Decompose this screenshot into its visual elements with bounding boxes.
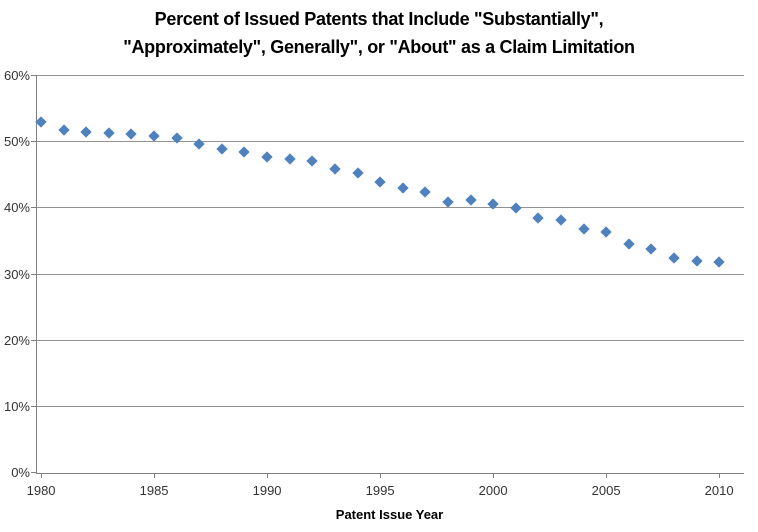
data-point — [577, 223, 590, 235]
data-point — [261, 151, 273, 163]
y-tick-label: 60% — [3, 68, 30, 83]
x-tick-mark — [154, 473, 156, 478]
data-point — [419, 186, 431, 199]
y-tick-label: 20% — [3, 332, 30, 348]
data-point — [80, 126, 92, 138]
y-tick-mark — [31, 75, 37, 76]
data-point — [351, 166, 364, 179]
chart-title-line2: "Approximately", Generally", or "About" … — [123, 37, 635, 57]
data-point — [238, 146, 251, 158]
gridline — [37, 207, 744, 209]
y-tick-label: 40% — [3, 200, 30, 216]
gridline — [37, 405, 744, 407]
gridline — [37, 75, 744, 76]
y-tick-mark — [31, 405, 37, 407]
x-tick-mark — [380, 473, 382, 478]
plot-area: 0% 10% 20% 30% 40% 50% 60% 1980 1985 1990 1995 2000… — [4, 68, 744, 498]
x-tick-label: 2000 — [478, 483, 508, 498]
data-point — [57, 123, 70, 136]
x-axis-title: Patent Issue Year — [335, 507, 444, 522]
data-point — [510, 202, 522, 214]
y-tick-mark — [31, 339, 37, 341]
gridline — [37, 339, 744, 341]
data-point — [397, 182, 409, 195]
data-point — [645, 243, 657, 255]
y-tick-mark — [31, 141, 37, 143]
x-tick-mark — [493, 473, 495, 478]
gridline — [37, 141, 744, 143]
data-point — [600, 226, 612, 238]
y-tick-mark — [31, 472, 37, 473]
data-point — [690, 255, 703, 267]
y-tick-mark — [31, 273, 37, 275]
gridline — [37, 273, 744, 275]
x-tick-label: 2005 — [591, 483, 621, 498]
data-point — [532, 212, 544, 224]
data-point — [668, 252, 680, 264]
x-tick-label: 2010 — [704, 483, 734, 498]
data-point — [284, 153, 296, 165]
x-tick-label: 1995 — [365, 483, 395, 498]
y-tick-label: 0% — [11, 465, 30, 480]
x-tick-mark — [267, 473, 269, 478]
data-point — [35, 116, 47, 128]
data-point — [216, 143, 228, 156]
x-tick-mark — [606, 473, 608, 478]
data-point — [442, 196, 454, 208]
x-tick-mark — [41, 473, 43, 478]
data-point — [374, 176, 386, 188]
y-tick-label: 30% — [3, 266, 30, 282]
data-point — [555, 214, 567, 226]
x-tick-label: 1990 — [252, 483, 282, 498]
chart-title-line1: Percent of Issued Patents that Include "… — [154, 9, 604, 29]
data-point — [148, 130, 160, 142]
x-tick-mark — [719, 473, 721, 478]
data-point — [306, 155, 318, 168]
y-tick-mark — [31, 207, 37, 209]
y-tick-label: 10% — [3, 398, 30, 414]
data-point — [623, 238, 635, 250]
data-point — [329, 162, 341, 175]
data-point — [103, 127, 115, 139]
data-point — [713, 256, 725, 268]
y-tick-label: 50% — [3, 134, 30, 150]
data-point — [125, 128, 138, 140]
x-tick-label: 1980 — [26, 483, 56, 498]
x-tick-label: 1985 — [139, 483, 169, 498]
data-point — [464, 194, 477, 206]
chart-title: Percent of Issued Patents that Include "… — [0, 5, 758, 61]
